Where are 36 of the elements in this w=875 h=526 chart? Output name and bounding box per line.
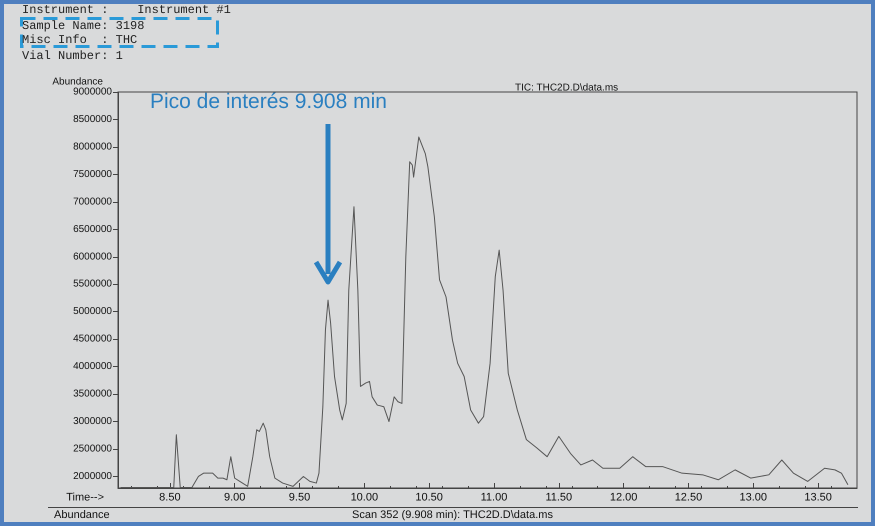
x-tick-label: 12.50 <box>674 492 702 504</box>
x-tick-label: 9.00 <box>224 492 246 504</box>
y-tick-label: 7500000 <box>73 168 112 180</box>
x-tick-label: 13.00 <box>740 492 768 504</box>
x-tick-label: 10.50 <box>415 492 443 504</box>
y-axis-title: Abundance <box>52 76 104 88</box>
x-tick-label: 9.50 <box>288 492 310 504</box>
y-tick-label: 7000000 <box>73 196 112 208</box>
y-tick-label: 8500000 <box>73 114 112 125</box>
line-series <box>120 136 848 488</box>
y-tick-label: 4500000 <box>73 334 112 345</box>
y-tick-label: 9000000 <box>73 86 112 98</box>
text: Vial Number: 1 <box>22 49 123 63</box>
y-tick-label: 6500000 <box>73 224 112 235</box>
y-tick-label: 5000000 <box>73 306 112 318</box>
y-tick-label: 2500000 <box>73 444 112 455</box>
y-tick-label: 3500000 <box>73 388 112 400</box>
x-tick-label: 12.00 <box>610 492 638 504</box>
text: Scan 352 (9.908 min): THC2D.D\data.ms <box>352 509 553 521</box>
x-tick-label: 11.00 <box>480 492 508 504</box>
y-tick-label: 3000000 <box>73 416 112 428</box>
text: Abundance <box>54 509 110 521</box>
y-tick-label: 8000000 <box>73 141 112 152</box>
x-axis-title: Time--> <box>66 492 104 504</box>
text: Sample Name: 3198 <box>22 19 144 33</box>
x-tick-label: 11.50 <box>545 492 572 504</box>
chart-title: TIC: THC2D.D\data.ms <box>515 82 618 94</box>
y-tick-label: 6000000 <box>73 251 112 262</box>
y-tick-label: 5500000 <box>73 278 112 290</box>
x-tick-label: 13.50 <box>804 492 832 504</box>
x-tick-label: 10.00 <box>350 492 378 504</box>
y-tick-label: 2000000 <box>73 470 112 482</box>
x-tick-label: 8.50 <box>159 492 181 504</box>
annotation: Pico de interés 9.908 min <box>150 90 387 114</box>
y-tick-label: 4000000 <box>73 361 112 372</box>
text: Instrument : Instrument #1 <box>22 3 231 17</box>
